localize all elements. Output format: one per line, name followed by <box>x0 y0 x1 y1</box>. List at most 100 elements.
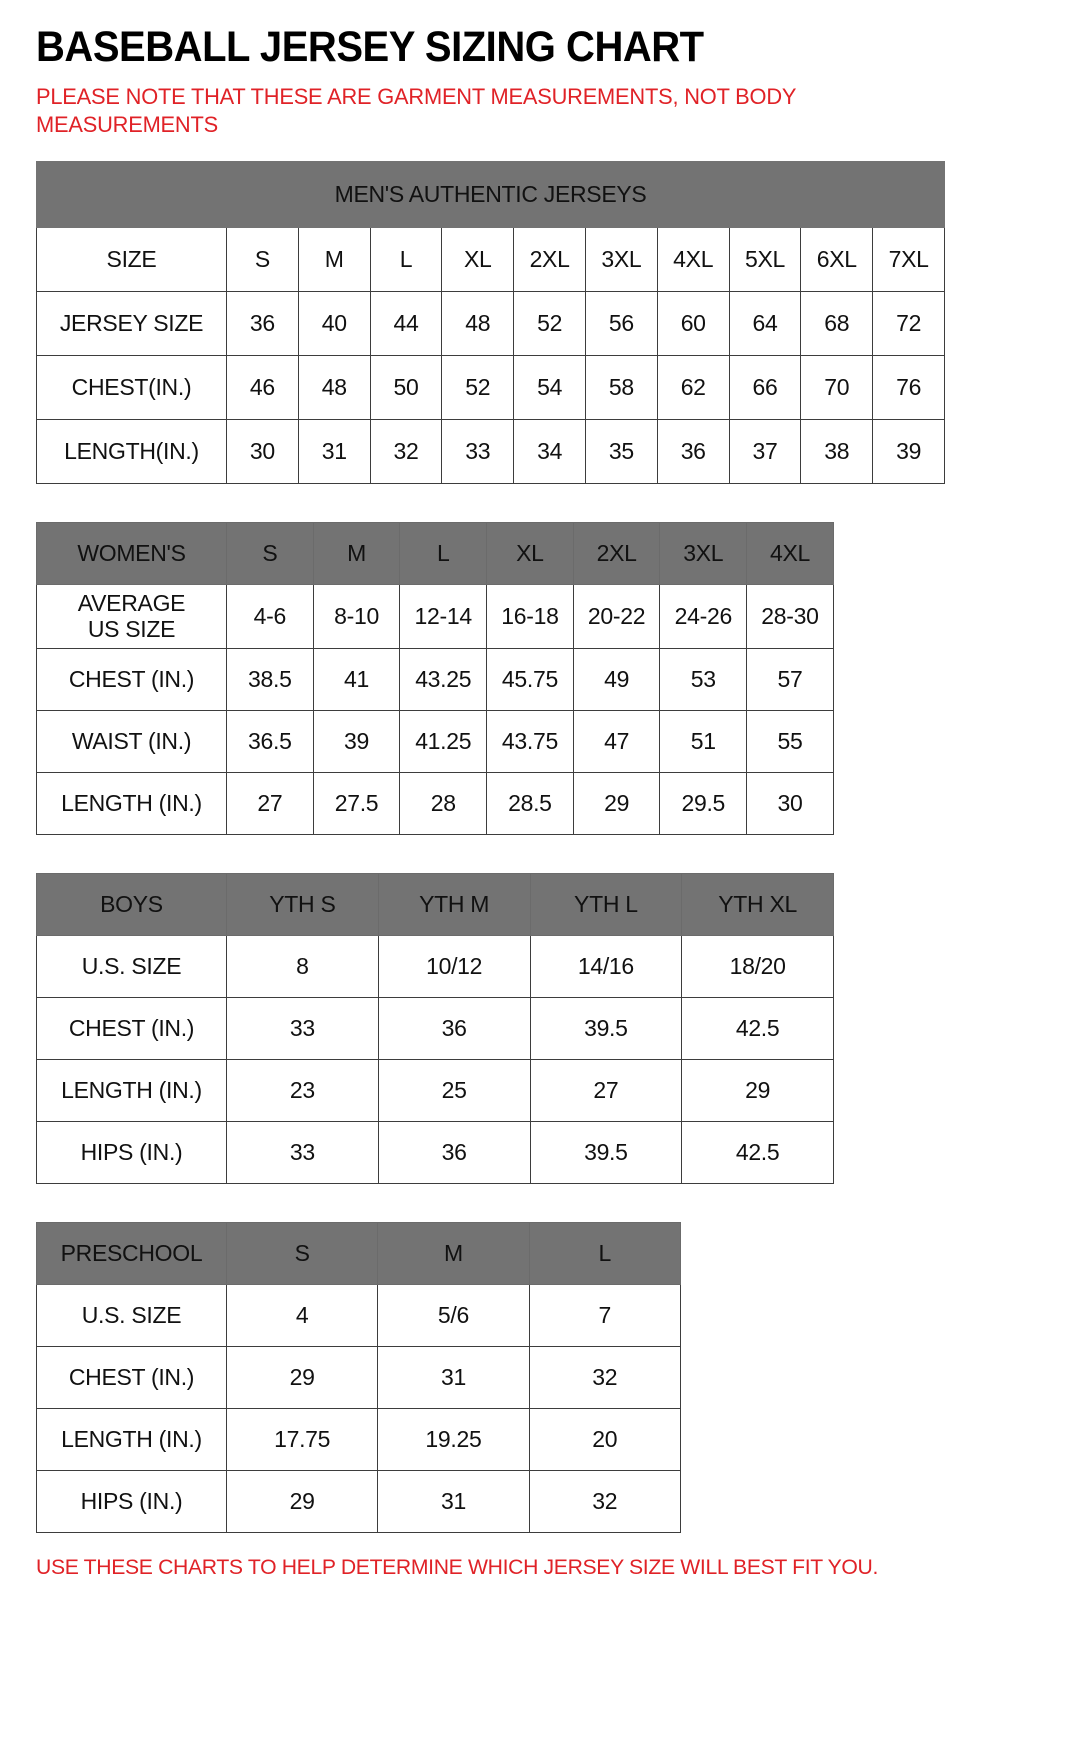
column-header: S <box>226 227 299 293</box>
cell: 48 <box>441 291 515 357</box>
row-label: AVERAGE US SIZE <box>36 584 227 650</box>
column-header: M <box>312 522 401 586</box>
cell: 10/12 <box>377 935 531 999</box>
footer-note: USE THESE CHARTS TO HELP DETERMINE WHICH… <box>36 1555 879 1580</box>
column-header: XL <box>486 522 574 586</box>
row-label: CHEST (IN.) <box>36 997 227 1061</box>
cell: 29 <box>225 1346 379 1410</box>
cell: 39 <box>872 419 946 485</box>
boys-sizing-table: BOYS YTH S YTH M YTH L YTH XL U.S. SIZE … <box>36 873 834 1185</box>
column-header: YTH S <box>226 873 379 937</box>
cell: 46 <box>226 355 299 421</box>
cell: 27.5 <box>312 772 401 836</box>
cell: 39.5 <box>529 997 683 1061</box>
cell: 68 <box>800 291 874 357</box>
row-label: CHEST (IN.) <box>36 1346 227 1410</box>
cell: 12-14 <box>399 584 488 650</box>
table-row: HIPS (IN.) 29 31 32 <box>36 1470 681 1534</box>
column-header: 4XL <box>656 227 730 293</box>
womens-header-label: WOMEN'S <box>36 522 227 586</box>
cell: 58 <box>584 355 658 421</box>
cell: 31 <box>377 1346 530 1410</box>
cell: 33 <box>441 419 515 485</box>
cell: 32 <box>528 1346 681 1410</box>
table-header-row: SIZE S M L XL 2XL 3XL 4XL 5XL 6XL 7XL <box>36 227 946 293</box>
cell: 40 <box>297 291 371 357</box>
cell: 36.5 <box>226 710 314 774</box>
column-header: M <box>297 227 371 293</box>
table-row: LENGTH(IN.) 30 31 32 33 34 35 36 37 38 3… <box>36 419 946 485</box>
cell: 23 <box>226 1059 379 1123</box>
table-header-row: WOMEN'S S M L XL 2XL 3XL 4XL <box>36 522 834 586</box>
cell: 76 <box>872 355 946 421</box>
cell: 16-18 <box>486 584 574 650</box>
column-header: 5XL <box>728 227 802 293</box>
cell: 48 <box>297 355 371 421</box>
cell: 53 <box>659 648 748 712</box>
row-label: U.S. SIZE <box>36 1284 227 1348</box>
cell: 20 <box>528 1408 681 1472</box>
cell: 18/20 <box>681 935 834 999</box>
cell: 35 <box>584 419 658 485</box>
cell: 32 <box>528 1470 681 1534</box>
row-label: LENGTH (IN.) <box>36 1408 227 1472</box>
table-row: U.S. SIZE 4 5/6 7 <box>36 1284 681 1348</box>
column-header: XL <box>441 227 515 293</box>
cell: 17.75 <box>225 1408 379 1472</box>
cell: 36 <box>226 291 299 357</box>
table-header-row: PRESCHOOL S M L <box>36 1222 681 1286</box>
column-header: 2XL <box>572 522 661 586</box>
cell: 43.25 <box>399 648 488 712</box>
cell: 41 <box>312 648 401 712</box>
table-row: U.S. SIZE 8 10/12 14/16 18/20 <box>36 935 834 999</box>
cell: 28.5 <box>486 772 574 836</box>
cell: 54 <box>513 355 586 421</box>
cell: 28 <box>399 772 488 836</box>
cell: 62 <box>656 355 730 421</box>
mens-sizing-table: MEN'S AUTHENTIC JERSEYS SIZE S M L XL 2X… <box>35 161 946 485</box>
column-header: S <box>226 522 314 586</box>
row-label: WAIST (IN.) <box>36 710 227 774</box>
cell: 50 <box>369 355 443 421</box>
cell: 36 <box>377 997 531 1061</box>
cell: 52 <box>513 291 586 357</box>
cell: 41.25 <box>399 710 488 774</box>
cell: 19.25 <box>377 1408 530 1472</box>
preschool-sizing-table: PRESCHOOL S M L U.S. SIZE 4 5/6 7 CHEST … <box>36 1222 681 1534</box>
table-row: CHEST (IN.) 38.5 41 43.25 45.75 49 53 57 <box>36 648 834 712</box>
cell: 33 <box>226 1121 379 1185</box>
cell: 56 <box>584 291 658 357</box>
mens-band-title: MEN'S AUTHENTIC JERSEYS <box>35 161 946 229</box>
cell: 30 <box>226 419 299 485</box>
table-row: WAIST (IN.) 36.5 39 41.25 43.75 47 51 55 <box>36 710 834 774</box>
cell: 52 <box>441 355 515 421</box>
cell: 42.5 <box>681 997 834 1061</box>
column-header: S <box>225 1222 379 1286</box>
cell: 70 <box>800 355 874 421</box>
cell: 31 <box>377 1470 530 1534</box>
cell: 30 <box>746 772 834 836</box>
cell: 33 <box>226 997 379 1061</box>
table-row: JERSEY SIZE 36 40 44 48 52 56 60 64 68 7… <box>36 291 946 357</box>
table-row: LENGTH (IN.) 27 27.5 28 28.5 29 29.5 30 <box>36 772 834 836</box>
row-label: CHEST (IN.) <box>36 648 227 712</box>
cell: 14/16 <box>529 935 683 999</box>
cell: 45.75 <box>486 648 574 712</box>
table-row: LENGTH (IN.) 23 25 27 29 <box>36 1059 834 1123</box>
column-header: L <box>399 522 488 586</box>
womens-sizing-table: WOMEN'S S M L XL 2XL 3XL 4XL AVERAGE US S… <box>36 522 834 836</box>
cell: 32 <box>369 419 443 485</box>
cell: 47 <box>572 710 661 774</box>
cell: 28-30 <box>746 584 834 650</box>
cell: 29.5 <box>659 772 748 836</box>
garment-measurement-note: PLEASE NOTE THAT THESE ARE GARMENT MEASU… <box>36 84 796 138</box>
table-row: AVERAGE US SIZE 4-6 8-10 12-14 16-18 20-2… <box>36 584 834 650</box>
row-label: LENGTH(IN.) <box>36 419 227 485</box>
column-header: L <box>369 227 443 293</box>
row-label: U.S. SIZE <box>36 935 227 999</box>
row-label: LENGTH (IN.) <box>36 1059 227 1123</box>
column-header: 4XL <box>746 522 834 586</box>
row-label-line2: US SIZE <box>87 615 176 642</box>
cell: 29 <box>225 1470 379 1534</box>
cell: 39 <box>312 710 401 774</box>
